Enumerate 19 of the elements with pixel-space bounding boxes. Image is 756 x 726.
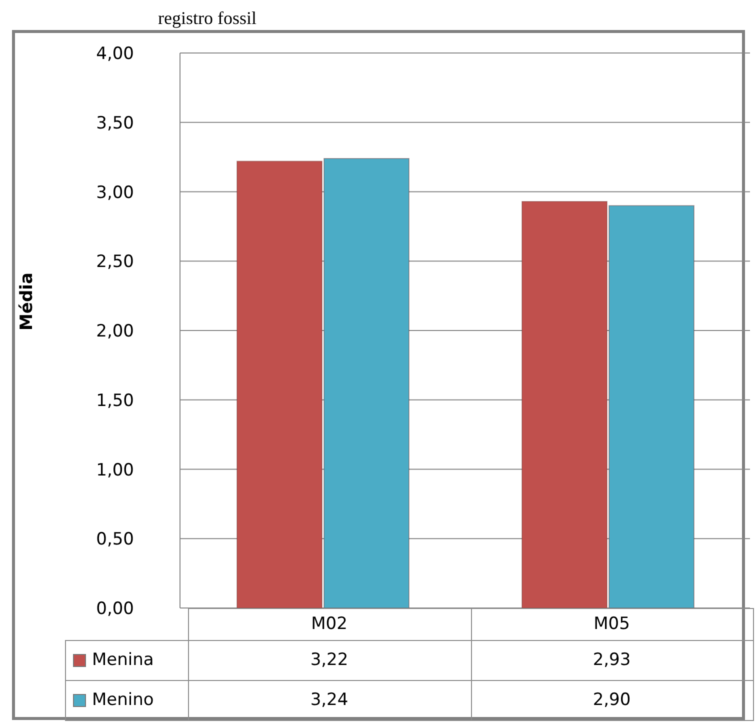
legend-label: Menina <box>92 649 154 672</box>
data-label: 2,93 <box>592 649 632 672</box>
data-label: 3,24 <box>309 689 350 712</box>
y-tick-label: 2,50 <box>96 252 134 272</box>
y-tick-label: 1,00 <box>96 460 134 480</box>
y-tick-label: 0,00 <box>96 599 134 620</box>
y-tick-label: 2,00 <box>96 322 134 342</box>
y-tick-label: 3,50 <box>96 113 134 134</box>
x-tick-label: M02 <box>310 613 348 636</box>
y-tick-label: 4,00 <box>96 44 134 64</box>
y-tick-label: 3,00 <box>96 182 134 203</box>
data-label: 2,90 <box>592 689 632 712</box>
x-tick-label: M05 <box>592 613 631 636</box>
data-label: 3,22 <box>309 649 350 672</box>
legend-label: Menino <box>92 689 154 712</box>
y-tick-label: 0,50 <box>96 530 134 550</box>
text: registro fossil <box>158 8 256 28</box>
y-axis-title: Média <box>17 272 38 330</box>
y-tick-label: 1,50 <box>96 390 134 411</box>
